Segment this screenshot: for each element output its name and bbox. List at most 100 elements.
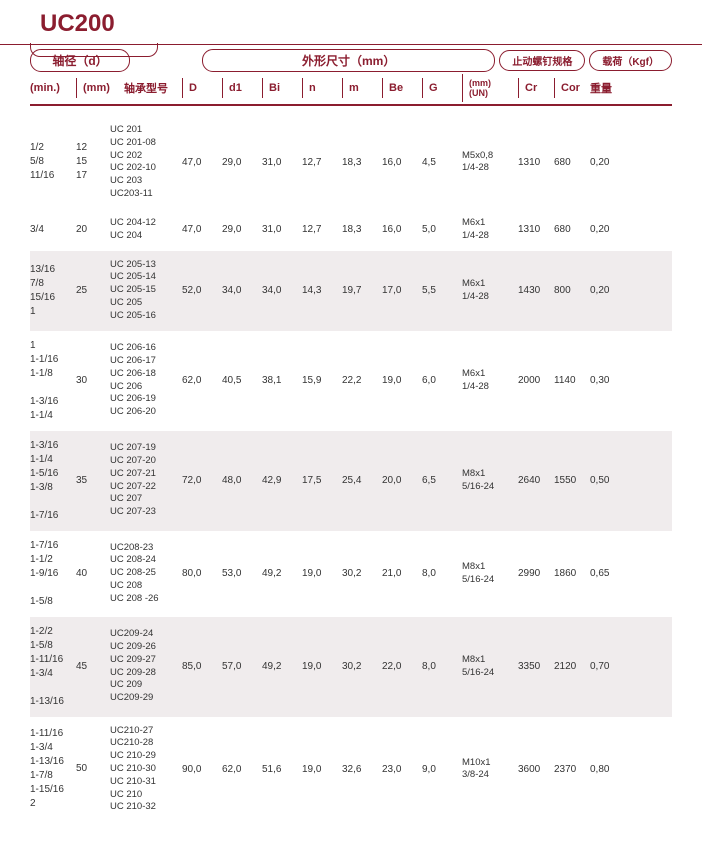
hdr-Cor: Cor [554, 78, 590, 98]
table-header: 轴径（d） 外形尺寸（mm） 止动螺钉规格 载荷（Kgf） (min.) (mm… [0, 49, 702, 106]
cell-Be: 16,0 [382, 157, 422, 168]
cell-m: 18,3 [342, 224, 382, 235]
cell-Bi: 42,9 [262, 475, 302, 486]
cell-min: 13/167/815/161 [30, 263, 76, 319]
cell-Be: 16,0 [382, 224, 422, 235]
pill-setscrew: 止动螺钉规格 [499, 50, 585, 71]
cell-thread: M6x11/4-28 [462, 368, 518, 393]
cell-Cor: 1860 [554, 568, 590, 579]
data-area: 1/25/811/16121517UC 201UC 201-08UC 202UC… [0, 106, 702, 842]
hdr-D: D [182, 78, 222, 98]
cell-mm: 30 [76, 374, 110, 388]
cell-weight: 0,70 [590, 661, 626, 672]
cell-n: 15,9 [302, 375, 342, 386]
cell-Be: 19,0 [382, 375, 422, 386]
cell-min: 1-11/161-3/41-13/161-7/81-15/162 [30, 727, 76, 811]
cell-d1: 40,5 [222, 375, 262, 386]
cell-mm: 35 [76, 474, 110, 488]
cell-Bi: 31,0 [262, 224, 302, 235]
cell-n: 14,3 [302, 285, 342, 296]
cell-n: 12,7 [302, 224, 342, 235]
cell-Cor: 2120 [554, 661, 590, 672]
cell-n: 12,7 [302, 157, 342, 168]
cell-Cr: 3600 [518, 764, 554, 775]
cell-Bi: 51,6 [262, 764, 302, 775]
cell-min: 1-2/21-5/81-11/161-3/4 1-13/16 [30, 625, 76, 709]
cell-thread: M8x15/16-24 [462, 561, 518, 586]
cell-min: 1-7/161-1/21-9/16 1-5/8 [30, 539, 76, 609]
cell-model: UC209-24UC 209-26UC 209-27UC 209-28UC 20… [110, 628, 182, 705]
table-row: 1-2/21-5/81-11/161-3/4 1-13/1645UC209-24… [30, 617, 672, 717]
cell-thread: M8x15/16-24 [462, 654, 518, 679]
pill-load: 载荷（Kgf） [589, 50, 672, 71]
hdr-m: m [342, 78, 382, 98]
cell-model: UC 201UC 201-08UC 202UC 202-10UC 203UC20… [110, 124, 182, 201]
cell-thread: M6x11/4-28 [462, 278, 518, 303]
header-row-2: (min.) (mm) 轴承型号 D d1 Bi n m Be G (mm) (… [30, 74, 672, 102]
hdr-Bi: Bi [262, 78, 302, 98]
cell-Bi: 31,0 [262, 157, 302, 168]
cell-Cor: 680 [554, 157, 590, 168]
cell-n: 17,5 [302, 475, 342, 486]
cell-thread: M5x0,81/4-28 [462, 150, 518, 175]
cell-D: 80,0 [182, 568, 222, 579]
hdr-model: 轴承型号 [110, 76, 182, 100]
cell-Cor: 680 [554, 224, 590, 235]
cell-D: 47,0 [182, 157, 222, 168]
cell-min: 1-3/161-1/41-5/161-3/8 1-7/16 [30, 439, 76, 523]
cell-mm: 121517 [76, 141, 110, 183]
cell-model: UC 207-19UC 207-20UC 207-21UC 207-22UC 2… [110, 442, 182, 519]
table-row: 13/167/815/16125UC 205-13UC 205-14UC 205… [30, 251, 672, 331]
cell-G: 6,0 [422, 375, 462, 386]
page-title: UC200 [0, 0, 702, 44]
cell-Be: 20,0 [382, 475, 422, 486]
cell-Be: 21,0 [382, 568, 422, 579]
hdr-thread: (mm) (UN) [462, 74, 518, 102]
cell-min: 3/4 [30, 223, 76, 237]
hdr-Be: Be [382, 78, 422, 98]
cell-Be: 23,0 [382, 764, 422, 775]
cell-model: UC210-27UC210-28UC 210-29UC 210-30UC 210… [110, 725, 182, 815]
pill-outline: 外形尺寸（mm） [202, 49, 495, 72]
cell-Be: 17,0 [382, 285, 422, 296]
header-row-1: 轴径（d） 外形尺寸（mm） 止动螺钉规格 载荷（Kgf） [30, 49, 672, 72]
cell-weight: 0,50 [590, 475, 626, 486]
cell-G: 5,0 [422, 224, 462, 235]
cell-weight: 0,20 [590, 157, 626, 168]
hdr-n: n [302, 78, 342, 98]
table-row: 1-7/161-1/21-9/16 1-5/840UC208-23UC 208-… [30, 531, 672, 617]
hdr-d1: d1 [222, 78, 262, 98]
cell-weight: 0,80 [590, 764, 626, 775]
cell-Be: 22,0 [382, 661, 422, 672]
cell-weight: 0,20 [590, 224, 626, 235]
table-row: 1-11/161-3/41-13/161-7/81-15/16250UC210-… [30, 717, 672, 823]
cell-d1: 29,0 [222, 157, 262, 168]
cell-Cor: 1550 [554, 475, 590, 486]
cell-weight: 0,30 [590, 375, 626, 386]
cell-d1: 34,0 [222, 285, 262, 296]
header-separator [30, 104, 672, 106]
cell-Cor: 2370 [554, 764, 590, 775]
cell-weight: 0,65 [590, 568, 626, 579]
cell-G: 6,5 [422, 475, 462, 486]
cell-D: 72,0 [182, 475, 222, 486]
cell-Cr: 2000 [518, 375, 554, 386]
cell-mm: 25 [76, 284, 110, 298]
title-underline [0, 44, 702, 45]
cell-D: 85,0 [182, 661, 222, 672]
table-row: 11-1/161-1/8 1-3/161-1/430UC 206-16UC 20… [30, 331, 672, 431]
cell-Cr: 2990 [518, 568, 554, 579]
hdr-mm: (mm) [76, 78, 110, 98]
cell-Bi: 38,1 [262, 375, 302, 386]
cell-m: 30,2 [342, 568, 382, 579]
cell-Cr: 2640 [518, 475, 554, 486]
cell-m: 32,6 [342, 764, 382, 775]
cell-thread: M6x11/4-28 [462, 217, 518, 242]
cell-Bi: 34,0 [262, 285, 302, 296]
cell-model: UC 204-12UC 204 [110, 217, 182, 243]
cell-mm: 45 [76, 660, 110, 674]
table-row: 3/420UC 204-12UC 20447,029,031,012,718,3… [30, 209, 672, 251]
cell-m: 25,4 [342, 475, 382, 486]
cell-d1: 57,0 [222, 661, 262, 672]
cell-m: 18,3 [342, 157, 382, 168]
